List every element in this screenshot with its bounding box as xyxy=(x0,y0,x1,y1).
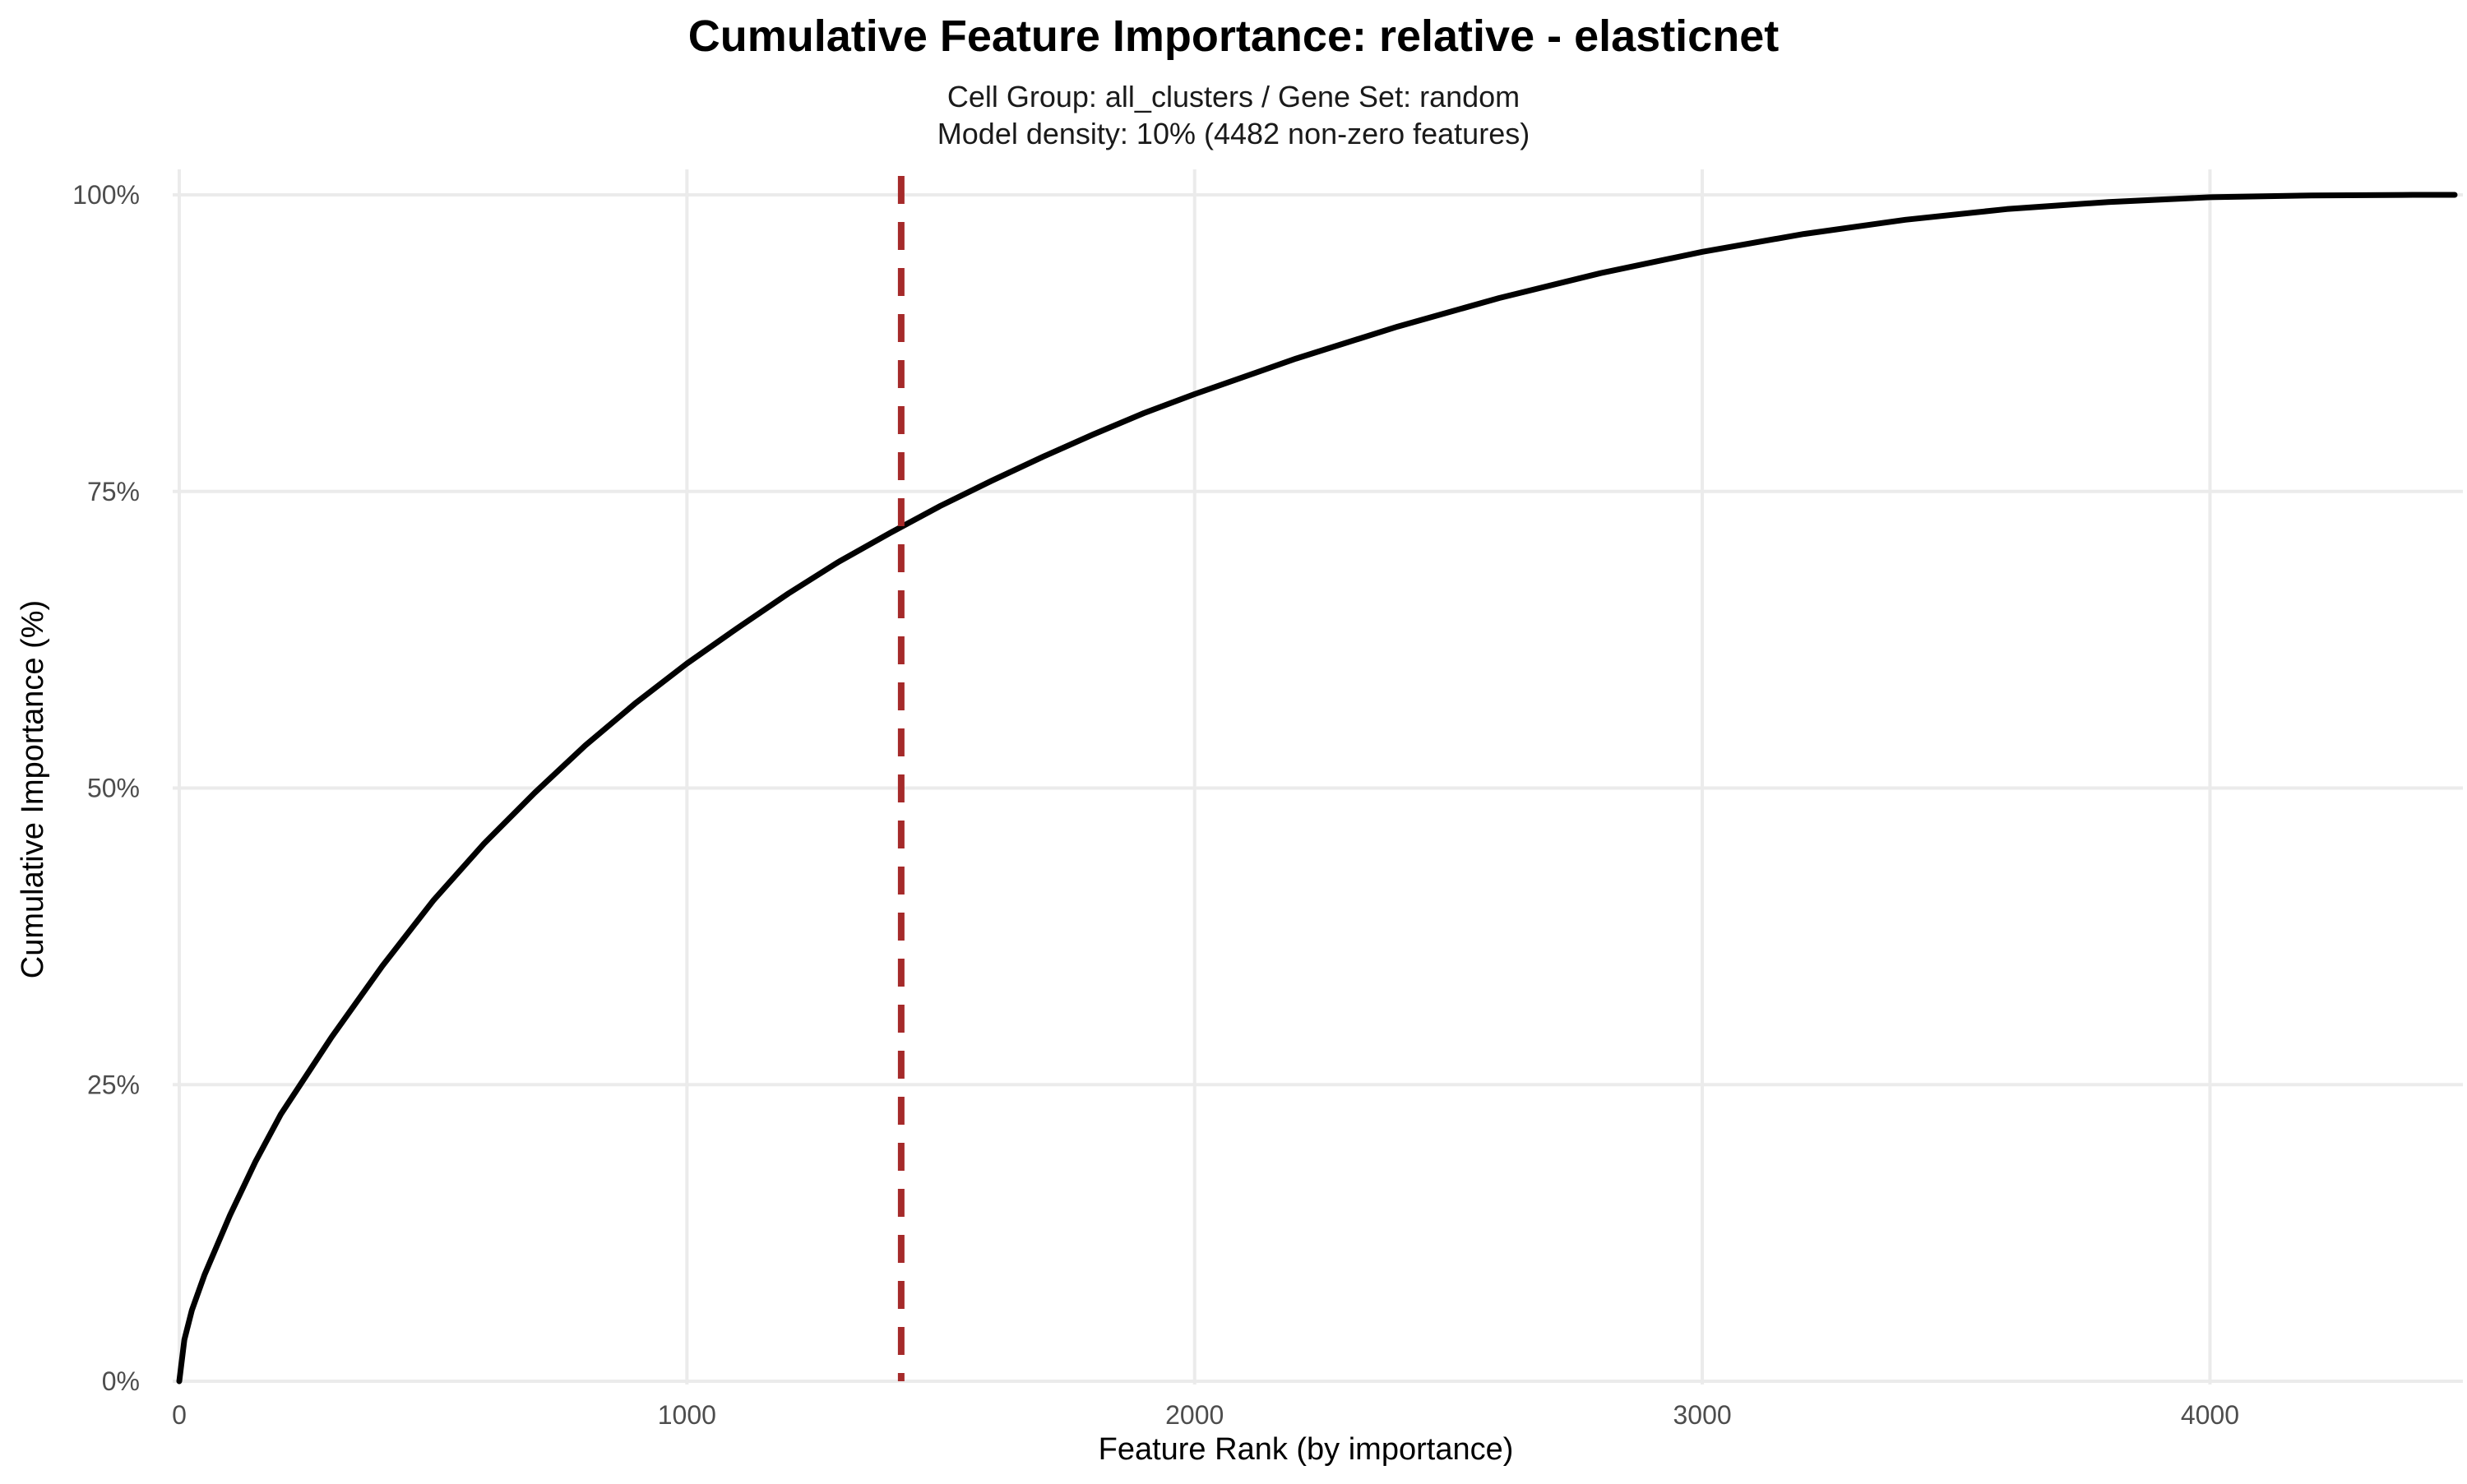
y-tick-label: 100% xyxy=(72,180,140,210)
series-layer xyxy=(176,192,2458,1385)
series-line-cumulative-importance xyxy=(176,192,2458,1385)
x-axis-title: Feature Rank (by importance) xyxy=(1099,1432,1514,1467)
x-tick-label: 2000 xyxy=(1165,1400,1224,1430)
y-tick-label: 0% xyxy=(102,1366,140,1396)
chart-subtitle-line-1: Cell Group: all_clusters / Gene Set: ran… xyxy=(947,80,1520,113)
y-tick-label: 25% xyxy=(87,1070,140,1099)
tick-layer: 0% 25% 50% 75% 100% 0 1000 2000 3000 4000 xyxy=(72,180,2239,1430)
y-axis-title: Cumulative Importance (%) xyxy=(16,600,50,978)
x-tick-label: 3000 xyxy=(1673,1400,1731,1430)
x-tick-label: 1000 xyxy=(658,1400,716,1430)
chart-subtitle-line-2: Model density: 10% (4482 non-zero featur… xyxy=(937,117,1530,150)
y-tick-label: 75% xyxy=(87,477,140,506)
grid-layer xyxy=(173,169,2463,1385)
y-tick-label: 50% xyxy=(87,774,140,803)
x-tick-label: 4000 xyxy=(2181,1400,2239,1430)
chart-title: Cumulative Feature Importance: relative … xyxy=(688,12,1779,61)
x-tick-label: 0 xyxy=(172,1400,187,1430)
